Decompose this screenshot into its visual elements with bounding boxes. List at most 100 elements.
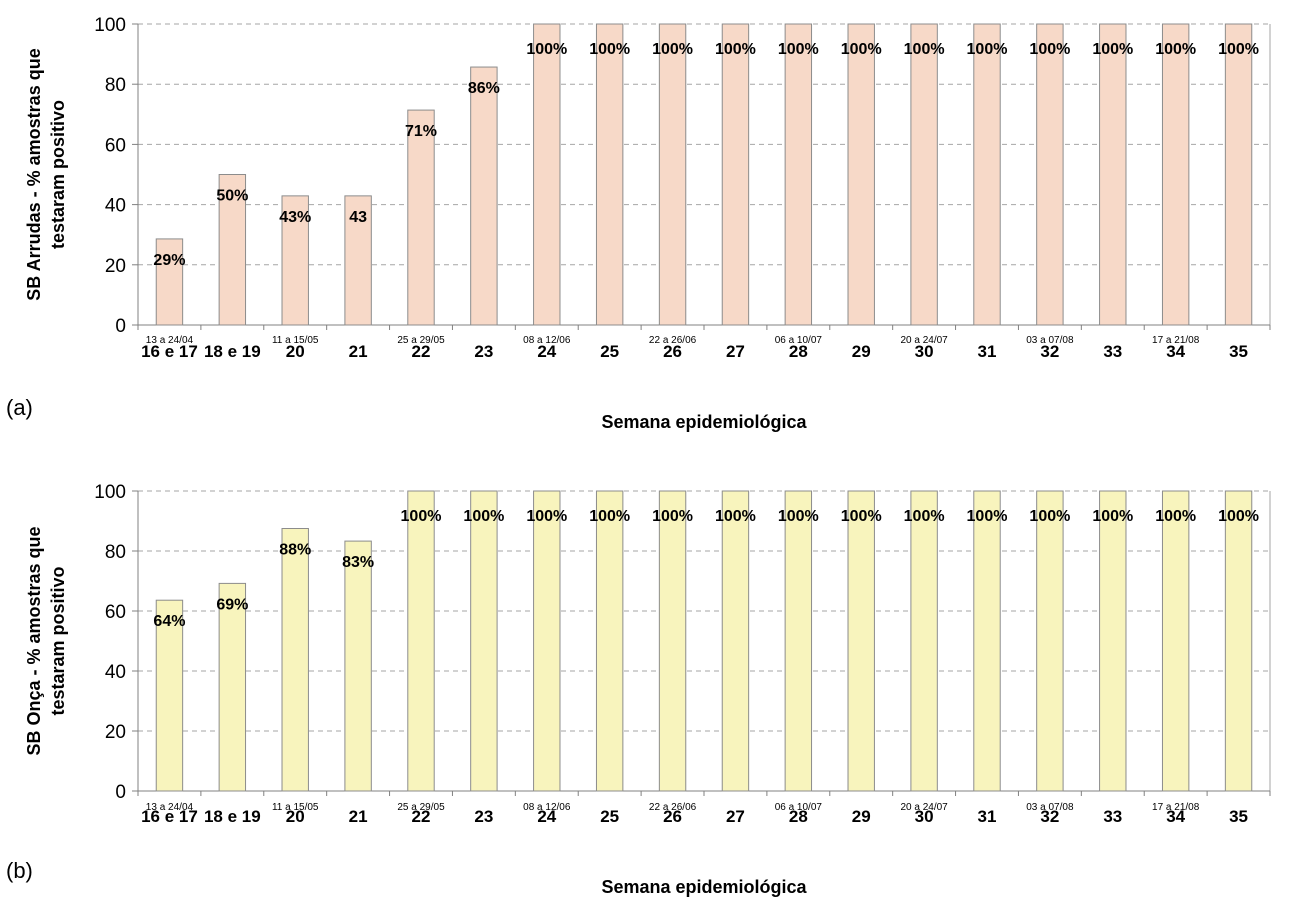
bar (1036, 23, 1064, 326)
data-label: 100% (967, 508, 1008, 525)
y-axis-title-line1: SB Onça - % amostras que (24, 526, 44, 755)
x-axis-title: Semana epidemiológica (601, 412, 807, 432)
x-date-label: 22 a 26/06 (649, 335, 697, 346)
data-label: 100% (526, 41, 567, 58)
y-tick-label: 100 (94, 482, 126, 503)
data-label: 86% (468, 80, 500, 97)
x-date-label: 03 a 07/08 (1026, 335, 1074, 346)
y-axis-title-line2: testaram positivo (48, 566, 68, 715)
x-date-label: 20 a 24/07 (900, 802, 948, 813)
x-category-label: 33 (1103, 342, 1122, 361)
bar (1224, 490, 1253, 792)
data-label: 100% (715, 41, 756, 58)
data-label: 100% (652, 508, 693, 525)
x-category-label: 30 (915, 342, 934, 361)
y-tick-label: 80 (105, 75, 126, 96)
x-category-label: 28 (789, 342, 808, 361)
chart-a: 0 20 40 60 80 100 29% 50% 43% 43 71% 86% 100% 100% 100… (24, 15, 1271, 432)
bar (1099, 490, 1127, 792)
bar (910, 23, 938, 326)
data-label: 50% (216, 188, 248, 205)
x-category-label: 30 (915, 807, 934, 826)
y-axis-title-line1: SB Arrudas - % amostras que (24, 48, 44, 300)
data-label: 69% (216, 596, 248, 613)
bar (533, 23, 561, 326)
bar (533, 490, 561, 792)
x-category-label: 31 (978, 807, 997, 826)
data-label: 100% (1029, 41, 1070, 58)
bar (1224, 23, 1253, 326)
x-category-label: 34 (1166, 807, 1185, 826)
data-label: 71% (405, 123, 437, 140)
x-category-label: 20 (286, 807, 305, 826)
x-category-label: 27 (726, 807, 745, 826)
x-category-label: 26 (663, 342, 682, 361)
data-label: 100% (1218, 41, 1259, 58)
bar (407, 109, 435, 326)
x-date-label: 25 a 29/05 (397, 335, 445, 346)
y-tick-label: 60 (105, 602, 126, 623)
bar (658, 490, 687, 792)
data-label: 100% (1092, 508, 1133, 525)
data-label: 100% (1218, 508, 1259, 525)
y-tick-label: 0 (115, 782, 126, 803)
data-label: 100% (526, 508, 567, 525)
x-category-label: 24 (537, 807, 556, 826)
x-category-label: 18 e 19 (204, 342, 261, 361)
data-label: 100% (778, 508, 819, 525)
x-category-label: 18 e 19 (204, 807, 261, 826)
x-category-label: 22 (412, 807, 431, 826)
x-category-label: 35 (1229, 807, 1248, 826)
panel-label-a: (a) (6, 395, 33, 420)
bar (155, 599, 184, 792)
bar (910, 490, 938, 792)
x-date-label: 13 a 24/04 (146, 802, 194, 813)
x-category-label: 34 (1166, 342, 1185, 361)
x-category-label: 32 (1040, 342, 1059, 361)
bar (281, 195, 309, 326)
x-category-label: 35 (1229, 342, 1248, 361)
bar (470, 66, 498, 326)
bar (595, 490, 624, 792)
x-date-label: 08 a 12/06 (523, 802, 571, 813)
x-category-label: 29 (852, 807, 871, 826)
bar (155, 238, 184, 326)
x-axis-title: Semana epidemiológica (601, 877, 807, 897)
bar (658, 23, 687, 326)
bar (1161, 490, 1190, 792)
x-category-label: 26 (663, 807, 682, 826)
x-date-label: 06 a 10/07 (775, 335, 823, 346)
data-label: 100% (967, 41, 1008, 58)
bar (973, 490, 1001, 792)
y-tick-label: 80 (105, 542, 126, 563)
x-category-label: 27 (726, 342, 745, 361)
x-category-label: 22 (412, 342, 431, 361)
data-label: 29% (153, 252, 185, 269)
x-date-label: 17 a 21/08 (1152, 802, 1200, 813)
x-category-label: 21 (349, 807, 368, 826)
bar (344, 540, 372, 792)
x-category-label: 25 (600, 807, 619, 826)
data-label: 100% (841, 41, 882, 58)
y-tick-label: 40 (105, 662, 126, 683)
data-label: 100% (652, 41, 693, 58)
x-category-label: 28 (789, 807, 808, 826)
bar (218, 174, 247, 326)
x-date-label: 17 a 21/08 (1152, 335, 1200, 346)
data-label: 100% (778, 41, 819, 58)
bar (595, 23, 624, 326)
x-category-label: 29 (852, 342, 871, 361)
x-category-label: 21 (349, 342, 368, 361)
y-tick-label: 40 (105, 196, 126, 217)
x-category-label: 16 e 17 (141, 807, 198, 826)
x-category-label: 25 (600, 342, 619, 361)
bar (281, 528, 309, 792)
x-category-label: 20 (286, 342, 305, 361)
x-category-label: 24 (537, 342, 556, 361)
x-date-label: 08 a 12/06 (523, 335, 571, 346)
data-label: 43% (279, 209, 311, 226)
data-label: 100% (841, 508, 882, 525)
data-label: 100% (401, 508, 442, 525)
bar (784, 490, 813, 792)
data-label: 100% (1029, 508, 1070, 525)
